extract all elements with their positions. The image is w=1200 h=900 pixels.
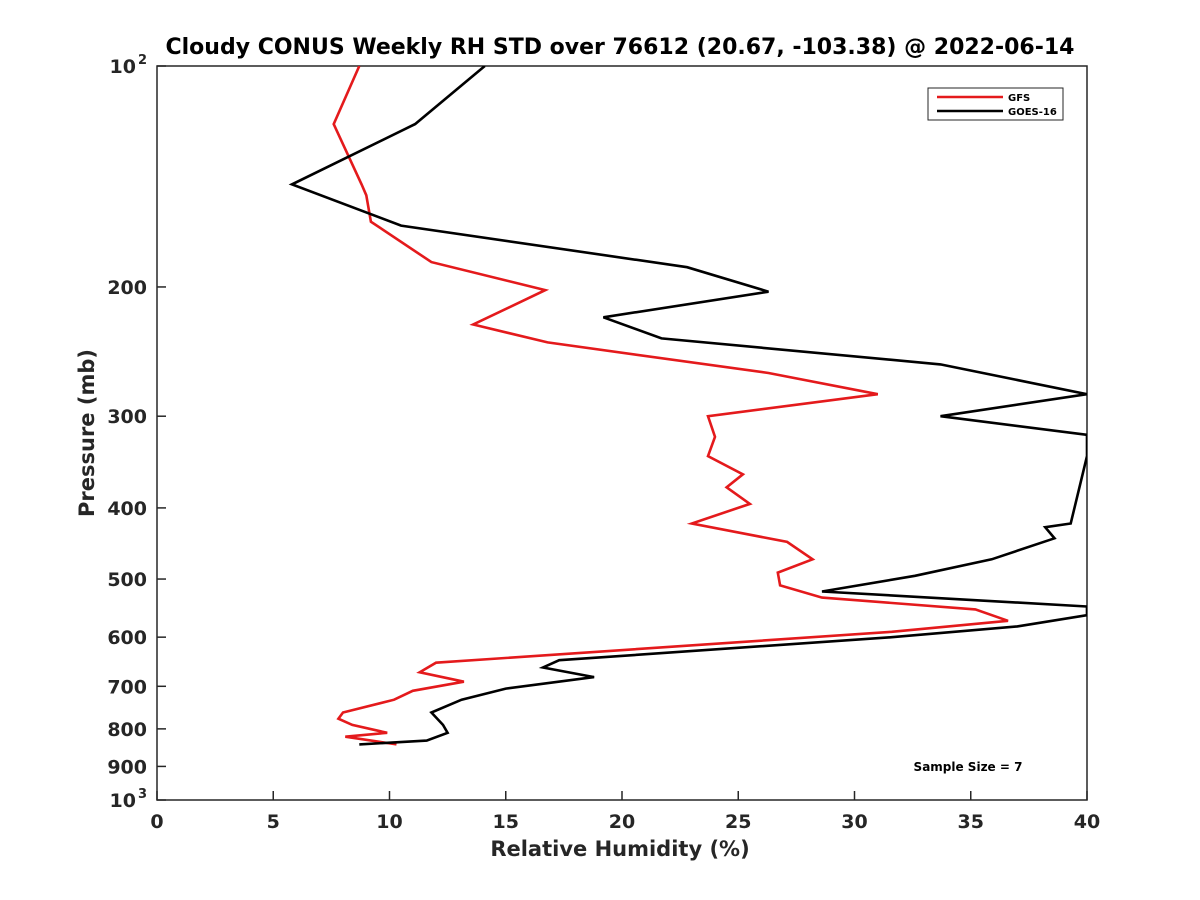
- legend-label-goes-16: GOES-16: [1008, 107, 1057, 118]
- y-bottom-decade-label-exponent: 3: [138, 787, 147, 802]
- x-tick-label: 20: [609, 811, 635, 833]
- y-tick-label: 400: [107, 498, 147, 520]
- x-tick-label: 30: [841, 811, 867, 833]
- legend: GFS GOES-16: [927, 87, 1064, 121]
- sample-size-annotation: Sample Size = 7: [914, 760, 1023, 774]
- y-tick-label: 300: [107, 406, 147, 428]
- series-line-gfs: [332, 66, 1009, 746]
- x-tick-label: 5: [267, 811, 280, 833]
- y-top-decade-label-exponent: 2: [138, 53, 147, 68]
- y-tick-label: 800: [107, 719, 147, 741]
- legend-box: [927, 87, 1064, 121]
- series-line-goes-16: [288, 66, 1087, 746]
- y-tick-label: 200: [107, 277, 147, 299]
- y-tick-label: 900: [107, 756, 147, 778]
- series-group: [288, 66, 1087, 746]
- x-axis-label: Relative Humidity (%): [490, 837, 749, 861]
- x-tick-label: 0: [150, 811, 163, 833]
- chart-title: Cloudy CONUS Weekly RH STD over 76612 (2…: [166, 35, 1075, 60]
- legend-label-gfs: GFS: [1008, 93, 1030, 104]
- x-tick-label: 25: [725, 811, 751, 833]
- y-top-decade-label: 10: [110, 56, 136, 78]
- x-tick-label: 35: [958, 811, 984, 833]
- y-tick-label: 700: [107, 676, 147, 698]
- x-tick-label: 10: [376, 811, 402, 833]
- y-tick-label: 600: [107, 627, 147, 649]
- y-tick-label: 500: [107, 569, 147, 591]
- axis-ticks: 0 5 10 15 20 25 30 35 40 200 300 400 500 600 700 800 900…: [107, 53, 1100, 833]
- x-tick-label: 15: [493, 811, 519, 833]
- x-tick-label: 40: [1074, 811, 1100, 833]
- axes-frame: [156, 65, 1088, 801]
- y-bottom-decade-label: 10: [110, 790, 136, 812]
- y-axis-label: Pressure (mb): [75, 349, 99, 517]
